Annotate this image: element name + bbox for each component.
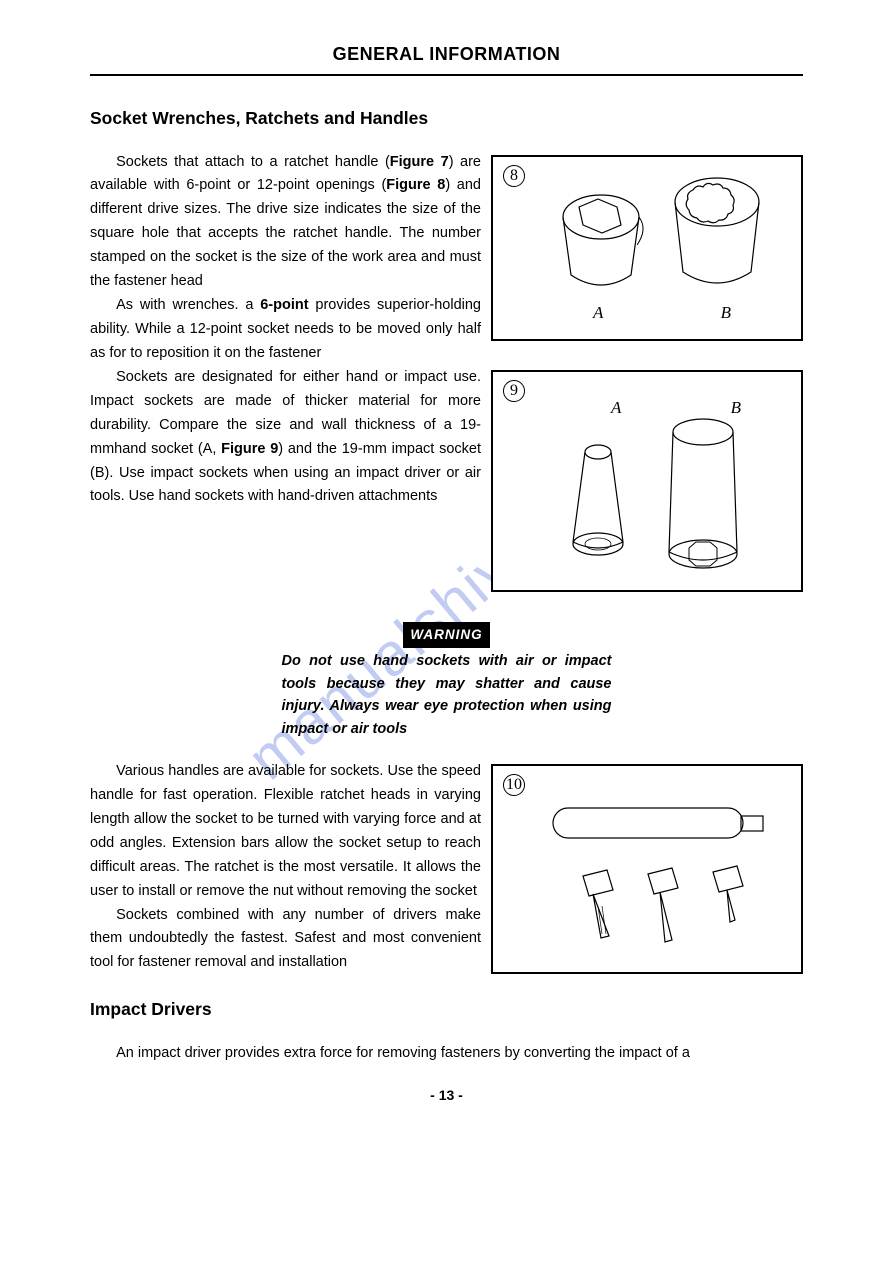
section-heading-impact-drivers: Impact Drivers xyxy=(90,995,803,1024)
figure-9: 9 A B xyxy=(491,370,803,592)
p2-6point: 6-point xyxy=(260,297,308,313)
p2-text-a: As with wrenches. a xyxy=(116,297,260,313)
p3-figure9-ref: Figure 9 xyxy=(221,441,278,457)
figure8-illustration xyxy=(493,157,805,343)
figure10-illustration xyxy=(493,766,805,976)
warning-text: Do not use hand sockets with air or impa… xyxy=(282,650,612,740)
section3-paragraph1: An impact driver provides extra force fo… xyxy=(90,1042,803,1066)
p1-figure7-ref: Figure 7 xyxy=(390,154,449,170)
section-heading-sockets: Socket Wrenches, Ratchets and Handles xyxy=(90,104,803,133)
p1-figure8-ref: Figure 8 xyxy=(386,177,445,193)
page-header-title: GENERAL INFORMATION xyxy=(90,40,803,76)
figure-8: 8 A B xyxy=(491,155,803,341)
figure9-illustration xyxy=(493,372,805,594)
warning-block: WARNING Do not use hand sockets with air… xyxy=(282,622,612,740)
page-number: - 13 - xyxy=(90,1084,803,1107)
p1-text-a: Sockets that attach to a ratchet handle … xyxy=(116,154,390,170)
p1-text-e: ) and different drive sizes. The drive s… xyxy=(90,177,481,289)
warning-badge: WARNING xyxy=(403,622,489,648)
figure-10: 10 xyxy=(491,764,803,974)
